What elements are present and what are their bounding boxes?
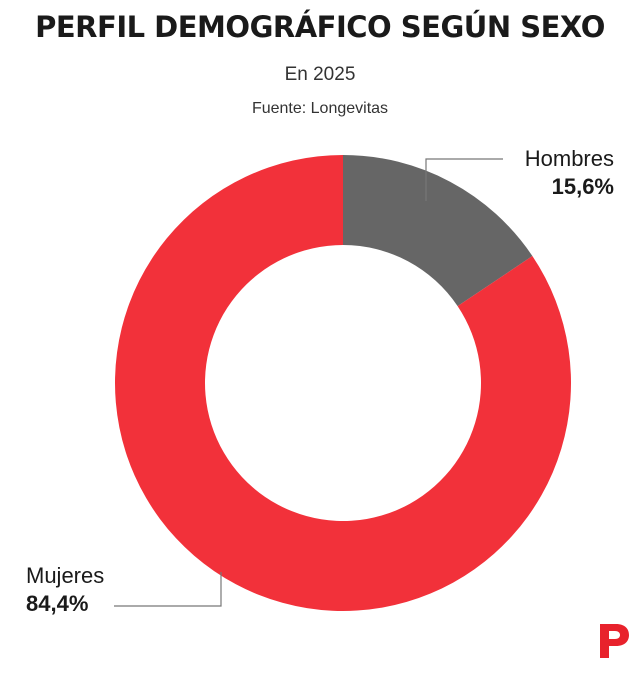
donut-slices bbox=[115, 155, 572, 611]
slice-value-hombres: 15,6% bbox=[552, 174, 614, 199]
slice-label-hombres: Hombres bbox=[525, 146, 614, 171]
donut-slice-hombres bbox=[343, 155, 533, 307]
slice-value-mujeres: 84,4% bbox=[26, 591, 88, 616]
slice-label-mujeres: Mujeres bbox=[26, 563, 104, 588]
chart-title: PERFIL DEMOGRÁFICO SEGÚN SEXO bbox=[35, 10, 605, 44]
donut-slice-mujeres bbox=[115, 155, 572, 611]
leader-line-mujeres bbox=[114, 572, 222, 607]
chart-subtitle: En 2025 bbox=[284, 64, 356, 85]
leader-line-hombres bbox=[425, 158, 503, 201]
chart-source: Fuente: Longevitas bbox=[251, 100, 389, 117]
brand-p-logo-icon bbox=[600, 624, 629, 658]
